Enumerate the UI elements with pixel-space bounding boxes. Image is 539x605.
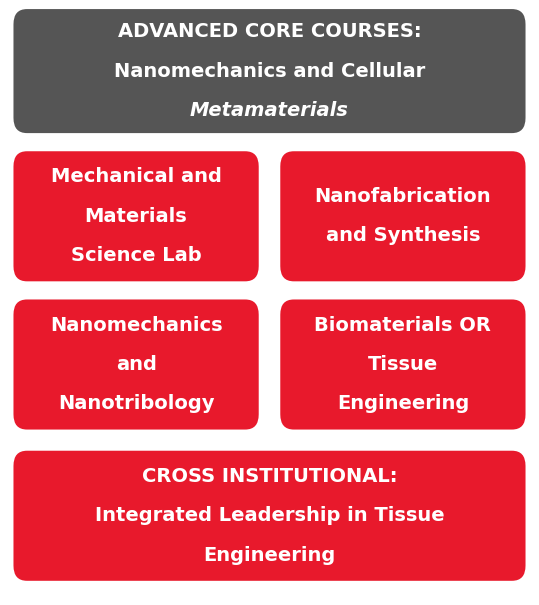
Text: Nanomechanics: Nanomechanics: [50, 316, 223, 335]
Text: Science Lab: Science Lab: [71, 246, 202, 265]
FancyBboxPatch shape: [13, 9, 526, 133]
Text: Nanotribology: Nanotribology: [58, 394, 215, 413]
Text: Nanofabrication: Nanofabrication: [315, 187, 491, 206]
Text: ADVANCED CORE COURSES:: ADVANCED CORE COURSES:: [118, 22, 421, 41]
FancyBboxPatch shape: [13, 151, 259, 281]
FancyBboxPatch shape: [13, 299, 259, 430]
FancyBboxPatch shape: [280, 299, 526, 430]
Text: Nanomechanics and Cellular: Nanomechanics and Cellular: [114, 62, 425, 80]
Text: Engineering: Engineering: [337, 394, 469, 413]
FancyBboxPatch shape: [280, 151, 526, 281]
Text: and Synthesis: and Synthesis: [326, 226, 480, 246]
FancyBboxPatch shape: [13, 451, 526, 581]
Text: Materials: Materials: [85, 207, 188, 226]
Text: CROSS INSTITUTIONAL:: CROSS INSTITUTIONAL:: [142, 467, 397, 486]
Text: and: and: [116, 355, 156, 374]
Text: Metamaterials: Metamaterials: [190, 101, 349, 120]
Text: Engineering: Engineering: [203, 546, 336, 564]
Text: Tissue: Tissue: [368, 355, 438, 374]
Text: Biomaterials OR: Biomaterials OR: [314, 316, 492, 335]
Text: Integrated Leadership in Tissue: Integrated Leadership in Tissue: [95, 506, 444, 525]
Text: Mechanical and: Mechanical and: [51, 168, 222, 186]
